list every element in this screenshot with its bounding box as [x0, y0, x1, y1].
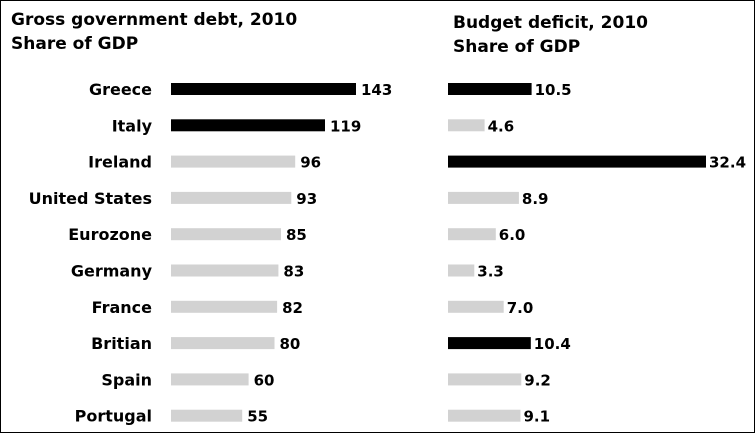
debt-bar [171, 300, 278, 313]
category-labels: Greece Italy Ireland United States Eurozone G… [29, 80, 153, 426]
debt-bar [171, 373, 249, 386]
deficit-bar [448, 337, 531, 350]
debt-value-label: 82 [282, 299, 303, 317]
deficit-value-label: 10.4 [534, 335, 571, 353]
category-label: Eurozone [68, 225, 152, 244]
category-label: Italy [112, 116, 153, 135]
deficit-bar [448, 264, 475, 277]
debt-value-label: 119 [330, 117, 361, 135]
category-label: Germany [71, 262, 153, 281]
debt-title-line1: Gross government debt, 2010 [11, 10, 297, 30]
deficit-value-label: 10.5 [535, 81, 572, 99]
deficit-bar [448, 119, 485, 132]
deficit-value-label: 32.4 [709, 154, 746, 172]
deficit-title-line2: Share of GDP [453, 37, 580, 57]
deficit-bar [448, 155, 706, 168]
deficit-value-label: 9.1 [524, 408, 551, 426]
deficit-bar [448, 409, 521, 422]
deficit-bar [448, 300, 504, 313]
debt-value-label: 143 [361, 81, 392, 99]
debt-value-label: 93 [296, 190, 317, 208]
deficit-value-label: 8.9 [522, 190, 549, 208]
category-label: Portugal [75, 407, 152, 426]
category-label: Ireland [88, 153, 152, 172]
deficit-bar [448, 83, 532, 95]
deficit-title-line1: Budget deficit, 2010 [453, 13, 648, 33]
category-label: Britian [91, 334, 152, 353]
debt-bar [171, 191, 292, 204]
debt-value-label: 60 [254, 371, 275, 389]
deficit-value-label: 4.6 [488, 117, 515, 135]
category-label: United States [29, 189, 152, 208]
debt-bar [171, 83, 356, 95]
debt-bar [171, 409, 243, 422]
deficit-value-label: 3.3 [477, 263, 504, 281]
deficit-value-label: 6.0 [499, 226, 526, 244]
debt-value-label: 55 [247, 408, 268, 426]
deficit-value-label: 9.2 [524, 371, 551, 389]
deficit-bars: 10.5 4.6 32.4 8.9 6.0 3.37.010.4 9.2 9.1 [448, 81, 746, 426]
deficit-bar [448, 191, 519, 204]
deficit-value-label: 7.0 [507, 299, 534, 317]
category-label: France [92, 298, 152, 317]
debt-value-label: 80 [280, 335, 301, 353]
debt-bar [171, 264, 279, 277]
debt-bar [171, 155, 296, 168]
debt-value-label: 96 [300, 154, 321, 172]
debt-bar [171, 337, 275, 350]
debt-value-label: 85 [286, 226, 307, 244]
debt-title-line2: Share of GDP [11, 34, 138, 54]
category-label: Greece [89, 80, 152, 99]
debt-bar [171, 228, 281, 241]
category-label: Spain [101, 370, 152, 389]
deficit-bar [448, 228, 496, 241]
debt-value-label: 83 [283, 263, 304, 281]
deficit-bar [448, 373, 522, 386]
debt-bar [171, 119, 325, 132]
